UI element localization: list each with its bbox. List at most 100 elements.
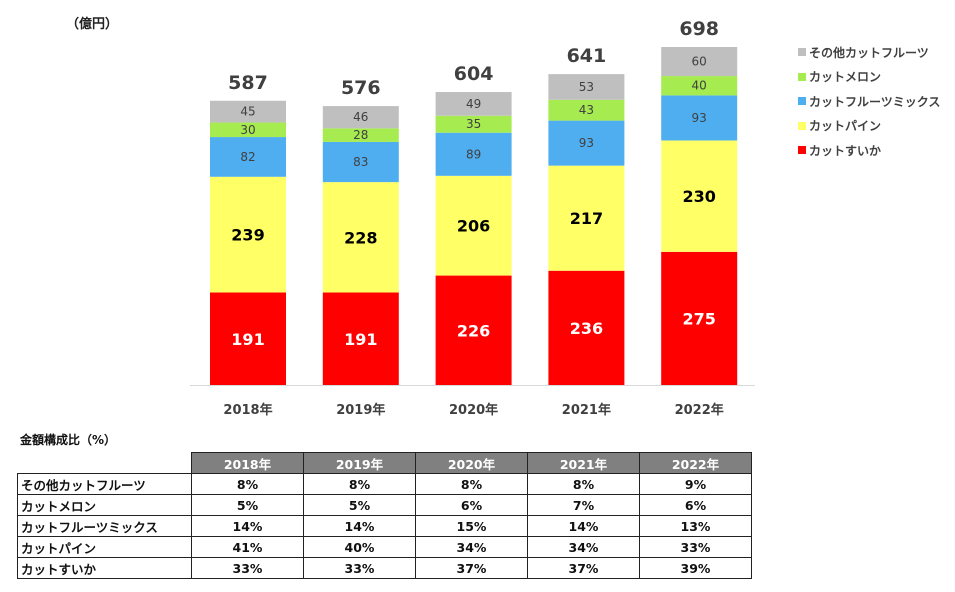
table-cell: 14%: [303, 515, 416, 537]
bar-segment: [322, 106, 399, 129]
table-cell: 37%: [415, 557, 528, 579]
bar-segment: [661, 251, 738, 385]
table-cell: 9%: [639, 473, 752, 495]
bar-segment: [435, 275, 512, 385]
bar-segment: [210, 176, 286, 293]
total-label: 641: [567, 45, 607, 67]
table-row: カットフルーツミックス 14% 14% 15% 14% 13%: [17, 515, 752, 537]
bar-segment: [210, 100, 286, 123]
table-cell: 39%: [639, 557, 752, 579]
table-cell: 6%: [415, 494, 528, 516]
bar-segment: [661, 76, 738, 96]
column-header: 2018年: [191, 452, 304, 474]
table-cell: 7%: [527, 494, 640, 516]
unit-label: （億円）: [66, 17, 119, 32]
table-cell: 34%: [527, 536, 640, 558]
table-title: 金額構成比（%）: [20, 433, 117, 447]
legend-item: カットメロン: [798, 65, 940, 90]
legend-label: カットフルーツミックス: [809, 94, 941, 109]
bar-segment: [661, 95, 738, 141]
x-tick-label: 2021年: [562, 402, 611, 418]
table-row: カットすいか 33% 33% 37% 37% 39%: [17, 557, 752, 579]
table-header-row: 2018年 2019年 2020年 2021年 2022年: [17, 452, 752, 474]
table-cell: 6%: [639, 494, 752, 516]
data-label: 226: [457, 321, 490, 340]
bar-segment: [322, 141, 399, 183]
data-label: 40: [692, 79, 707, 93]
x-tick-label: 2019年: [336, 402, 385, 418]
data-label: 93: [692, 111, 707, 125]
data-label: 46: [353, 110, 368, 124]
row-header: カットフルーツミックス: [17, 515, 192, 537]
bar-segment: [548, 165, 625, 271]
table-cell: 33%: [303, 557, 416, 579]
data-label: 60: [692, 55, 707, 69]
legend-label: カットすいか: [809, 143, 882, 158]
data-label: 228: [344, 228, 377, 247]
row-header: その他カットフルーツ: [17, 473, 192, 495]
data-label: 191: [231, 330, 264, 349]
x-tick-label: 2018年: [223, 402, 272, 418]
total-label: 604: [454, 63, 494, 85]
bar-segment: [322, 182, 399, 293]
legend-swatch: [798, 72, 806, 81]
bar-segment: [548, 99, 625, 121]
bar-segment: [210, 122, 286, 138]
data-label: 89: [466, 147, 481, 161]
bar-segment: [548, 270, 625, 385]
bar-segment: [548, 120, 625, 166]
legend-swatch: [798, 97, 806, 106]
bar-segment: [661, 140, 738, 252]
bar-segment: [210, 292, 286, 385]
column-header: 2019年: [303, 452, 416, 474]
legend-label: その他カットフルーツ: [809, 45, 929, 60]
data-label: 217: [570, 209, 603, 228]
total-label: 587: [228, 72, 268, 94]
legend-item: カットすいか: [798, 138, 940, 163]
table-cell: 8%: [415, 473, 528, 495]
data-label: 206: [457, 217, 490, 236]
row-header: カットパイン: [17, 536, 192, 558]
legend: その他カットフルーツ カットメロンカットフルーツミックス カットパイン カットすいか: [798, 40, 940, 163]
bar-segment: [435, 175, 512, 276]
data-label: 28: [353, 128, 368, 142]
table-cell: 14%: [191, 515, 304, 537]
data-label: 230: [682, 187, 715, 206]
table-cell: 8%: [527, 473, 640, 495]
data-label: 275: [682, 309, 715, 328]
table-cell: 41%: [191, 536, 304, 558]
bar-segment: [661, 47, 738, 77]
table-row: カットメロン 5% 5% 6% 7% 6%: [17, 494, 752, 516]
bar-segment: [322, 128, 399, 142]
table-cell: 33%: [639, 536, 752, 558]
data-label: 53: [579, 80, 594, 94]
table-cell: 8%: [191, 473, 304, 495]
legend-label: カットパイン: [809, 119, 882, 134]
legend-swatch: [798, 48, 806, 57]
table-cell: 37%: [527, 557, 640, 579]
column-header: 2020年: [415, 452, 528, 474]
column-header: 2022年: [639, 452, 752, 474]
total-label: 576: [341, 77, 381, 99]
bar-segment: [435, 115, 512, 133]
bar-segment: [548, 74, 625, 100]
legend-swatch: [798, 146, 806, 155]
table-row: その他カットフルーツ 8% 8% 8% 8% 9%: [17, 473, 752, 495]
row-header: カットメロン: [17, 494, 192, 516]
row-header: カットすいか: [17, 557, 192, 579]
bar-segment: [322, 292, 399, 385]
bar-segment: [435, 92, 512, 116]
table-cell: 40%: [303, 536, 416, 558]
table-cell: 34%: [415, 536, 528, 558]
legend-label: カットメロン: [809, 70, 882, 85]
stacked-bar-chart: 191 239 82 30 45 587 2018年 191 228 83 28 46 576 2019年…: [190, 18, 755, 418]
data-label: 49: [466, 97, 481, 111]
bar-segment: [210, 137, 286, 177]
data-label: 236: [570, 319, 603, 338]
data-label: 43: [579, 103, 594, 117]
composition-table: 2018年 2019年 2020年 2021年 2022年 その他カットフルーツ…: [17, 452, 752, 579]
column-header: 2021年: [527, 452, 640, 474]
x-tick-label: 2020年: [449, 402, 498, 418]
table-cell: 5%: [303, 494, 416, 516]
x-tick-label: 2022年: [675, 402, 724, 418]
